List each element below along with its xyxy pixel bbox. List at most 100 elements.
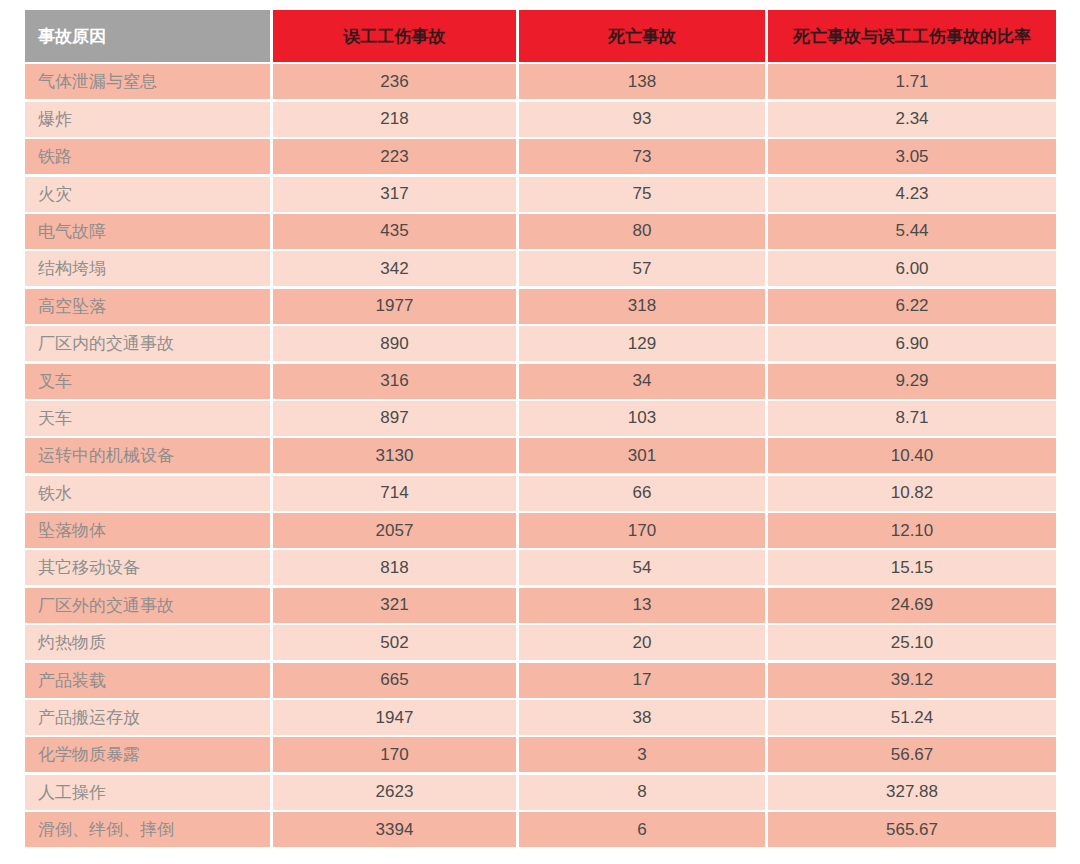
ratio-cell: 8.71 <box>768 401 1056 436</box>
ratio-cell: 15.15 <box>768 550 1056 585</box>
lost-time-injuries-cell: 897 <box>273 401 516 436</box>
table-row: 化学物质暴露 170 3 56.67 <box>25 737 1056 772</box>
ratio-cell: 51.24 <box>768 700 1056 735</box>
column-header-accident-cause: 事故原因 <box>25 10 270 62</box>
ratio-cell: 6.00 <box>768 251 1056 286</box>
table-row: 产品搬运存放 1947 38 51.24 <box>25 700 1056 735</box>
fatal-accidents-cell: 318 <box>519 289 765 324</box>
fatal-accidents-cell: 301 <box>519 438 765 473</box>
lost-time-injuries-cell: 3130 <box>273 438 516 473</box>
fatal-accidents-cell: 20 <box>519 625 765 660</box>
ratio-cell: 10.82 <box>768 476 1056 511</box>
lost-time-injuries-cell: 435 <box>273 214 516 249</box>
fatal-accidents-cell: 75 <box>519 177 765 212</box>
lost-time-injuries-cell: 342 <box>273 251 516 286</box>
table-row: 叉车 316 34 9.29 <box>25 364 1056 399</box>
accident-cause-cell: 运转中的机械设备 <box>25 438 270 473</box>
accident-cause-cell: 铁路 <box>25 139 270 174</box>
accident-cause-cell: 天车 <box>25 401 270 436</box>
ratio-cell: 39.12 <box>768 663 1056 698</box>
fatal-accidents-cell: 54 <box>519 550 765 585</box>
table-row: 爆炸 218 93 2.34 <box>25 102 1056 137</box>
accident-cause-cell: 产品装载 <box>25 663 270 698</box>
table-row: 灼热物质 502 20 25.10 <box>25 625 1056 660</box>
table-row: 厂区外的交通事故 321 13 24.69 <box>25 588 1056 623</box>
lost-time-injuries-cell: 218 <box>273 102 516 137</box>
table-row: 其它移动设备 818 54 15.15 <box>25 550 1056 585</box>
accident-cause-cell: 厂区外的交通事故 <box>25 588 270 623</box>
accident-cause-cell: 坠落物体 <box>25 513 270 548</box>
table-row: 坠落物体 2057 170 12.10 <box>25 513 1056 548</box>
fatal-accidents-cell: 17 <box>519 663 765 698</box>
ratio-cell: 5.44 <box>768 214 1056 249</box>
ratio-cell: 565.67 <box>768 812 1056 847</box>
fatal-accidents-cell: 80 <box>519 214 765 249</box>
lost-time-injuries-cell: 2057 <box>273 513 516 548</box>
table-row: 气体泄漏与窒息 236 138 1.71 <box>25 64 1056 99</box>
fatal-accidents-cell: 129 <box>519 326 765 361</box>
accident-statistics-table: 事故原因 误工工伤事故 死亡事故 死亡事故与误工工伤事故的比率 气体泄漏与窒息 … <box>25 10 1056 850</box>
lost-time-injuries-cell: 317 <box>273 177 516 212</box>
table-row: 结构垮塌 342 57 6.00 <box>25 251 1056 286</box>
lost-time-injuries-cell: 1947 <box>273 700 516 735</box>
accident-cause-cell: 产品搬运存放 <box>25 700 270 735</box>
lost-time-injuries-cell: 3394 <box>273 812 516 847</box>
accident-cause-cell: 化学物质暴露 <box>25 737 270 772</box>
ratio-cell: 327.88 <box>768 775 1056 810</box>
accident-cause-cell: 灼热物质 <box>25 625 270 660</box>
ratio-cell: 56.67 <box>768 737 1056 772</box>
column-header-fatal-accidents: 死亡事故 <box>519 10 765 62</box>
fatal-accidents-cell: 34 <box>519 364 765 399</box>
ratio-cell: 2.34 <box>768 102 1056 137</box>
ratio-cell: 6.22 <box>768 289 1056 324</box>
column-header-lost-time-injuries: 误工工伤事故 <box>273 10 516 62</box>
table-row: 高空坠落 1977 318 6.22 <box>25 289 1056 324</box>
table-row: 铁水 714 66 10.82 <box>25 476 1056 511</box>
ratio-cell: 1.71 <box>768 64 1056 99</box>
table-row: 电气故障 435 80 5.44 <box>25 214 1056 249</box>
accident-cause-cell: 人工操作 <box>25 775 270 810</box>
fatal-accidents-cell: 6 <box>519 812 765 847</box>
accident-cause-cell: 爆炸 <box>25 102 270 137</box>
lost-time-injuries-cell: 665 <box>273 663 516 698</box>
lost-time-injuries-cell: 890 <box>273 326 516 361</box>
fatal-accidents-cell: 170 <box>519 513 765 548</box>
ratio-cell: 25.10 <box>768 625 1056 660</box>
lost-time-injuries-cell: 223 <box>273 139 516 174</box>
accident-cause-cell: 高空坠落 <box>25 289 270 324</box>
table-body: 气体泄漏与窒息 236 138 1.71 爆炸 218 93 2.34 铁路 2… <box>25 64 1056 847</box>
fatal-accidents-cell: 13 <box>519 588 765 623</box>
fatal-accidents-cell: 138 <box>519 64 765 99</box>
table-row: 人工操作 2623 8 327.88 <box>25 775 1056 810</box>
table-row: 运转中的机械设备 3130 301 10.40 <box>25 438 1056 473</box>
ratio-cell: 24.69 <box>768 588 1056 623</box>
fatal-accidents-cell: 73 <box>519 139 765 174</box>
lost-time-injuries-cell: 170 <box>273 737 516 772</box>
accident-cause-cell: 结构垮塌 <box>25 251 270 286</box>
table-row: 产品装载 665 17 39.12 <box>25 663 1056 698</box>
fatal-accidents-cell: 3 <box>519 737 765 772</box>
accident-cause-cell: 铁水 <box>25 476 270 511</box>
accident-cause-cell: 电气故障 <box>25 214 270 249</box>
ratio-cell: 6.90 <box>768 326 1056 361</box>
table-header-row: 事故原因 误工工伤事故 死亡事故 死亡事故与误工工伤事故的比率 <box>25 10 1056 62</box>
accident-cause-cell: 厂区内的交通事故 <box>25 326 270 361</box>
ratio-cell: 10.40 <box>768 438 1056 473</box>
ratio-cell: 12.10 <box>768 513 1056 548</box>
lost-time-injuries-cell: 236 <box>273 64 516 99</box>
fatal-accidents-cell: 8 <box>519 775 765 810</box>
ratio-cell: 4.23 <box>768 177 1056 212</box>
fatal-accidents-cell: 38 <box>519 700 765 735</box>
table-row: 天车 897 103 8.71 <box>25 401 1056 436</box>
lost-time-injuries-cell: 818 <box>273 550 516 585</box>
table-row: 滑倒、绊倒、摔倒 3394 6 565.67 <box>25 812 1056 847</box>
accident-cause-cell: 叉车 <box>25 364 270 399</box>
table-row: 铁路 223 73 3.05 <box>25 139 1056 174</box>
lost-time-injuries-cell: 714 <box>273 476 516 511</box>
lost-time-injuries-cell: 502 <box>273 625 516 660</box>
column-header-fatal-to-injury-ratio: 死亡事故与误工工伤事故的比率 <box>768 10 1056 62</box>
accident-cause-cell: 其它移动设备 <box>25 550 270 585</box>
ratio-cell: 9.29 <box>768 364 1056 399</box>
table-row: 火灾 317 75 4.23 <box>25 177 1056 212</box>
fatal-accidents-cell: 66 <box>519 476 765 511</box>
